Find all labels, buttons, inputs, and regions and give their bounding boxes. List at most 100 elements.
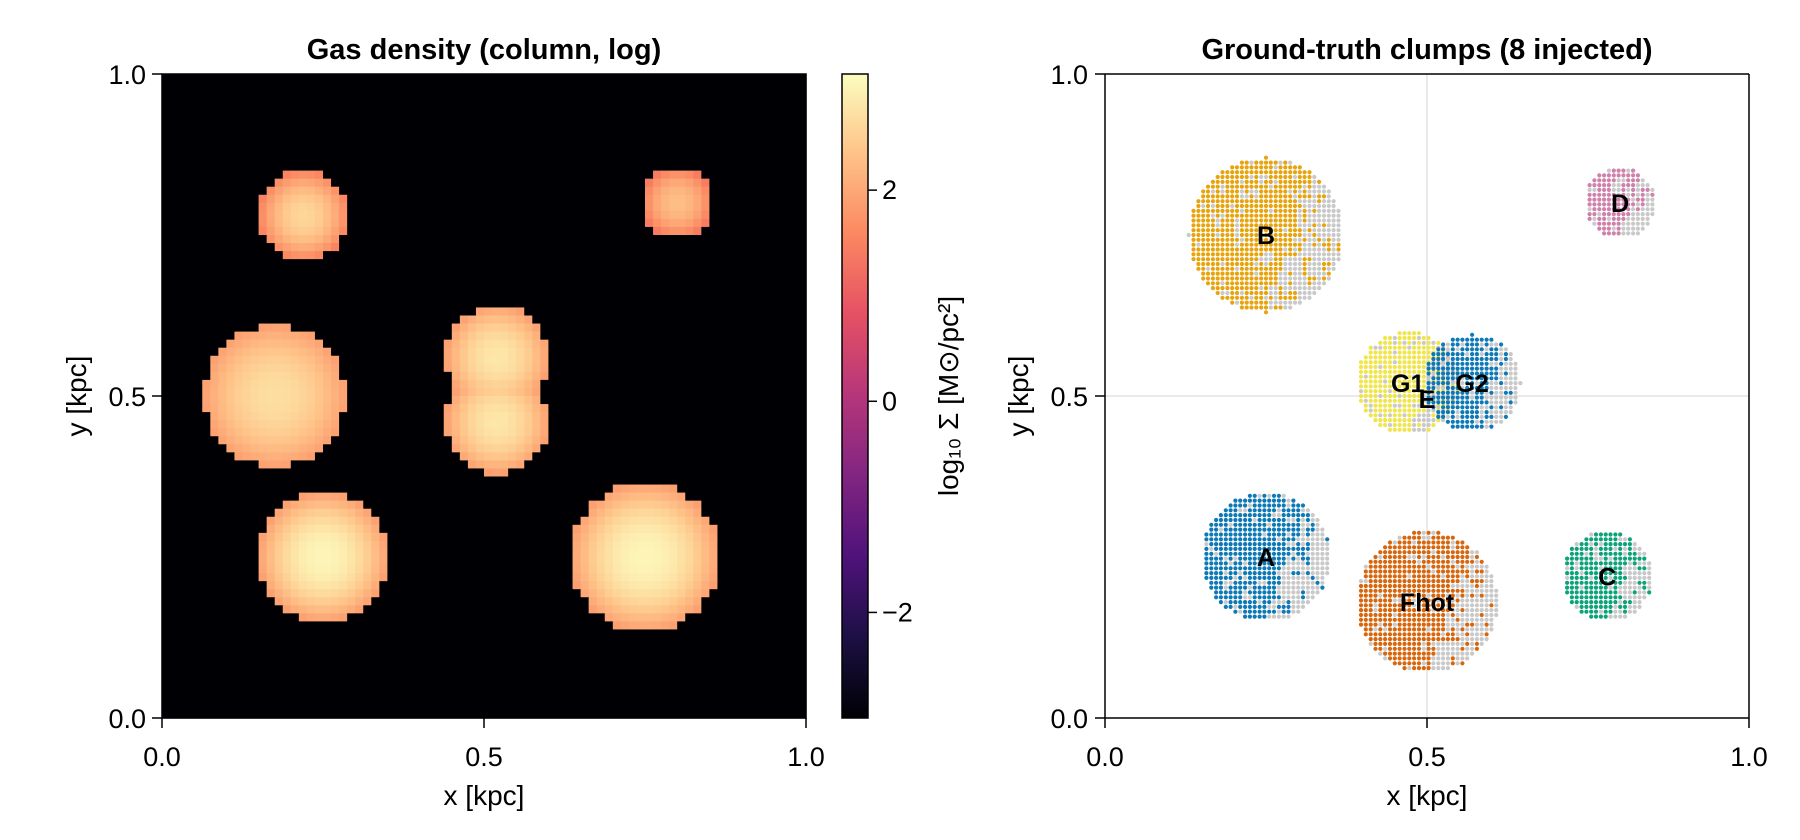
heatmap-cell: [580, 114, 590, 123]
heatmap-cell: [620, 444, 630, 453]
heatmap-cell: [596, 565, 606, 574]
heatmap-cell: [331, 74, 340, 83]
heatmap-cell: [435, 323, 445, 333]
heatmap-cell: [508, 476, 517, 486]
heatmap-cell: [580, 98, 590, 107]
heatmap-cell: [717, 170, 727, 180]
heatmap-cell: [443, 404, 453, 413]
heatmap-cell: [797, 379, 807, 389]
heatmap-cell: [178, 218, 187, 228]
heatmap-cell: [162, 516, 171, 526]
heatmap-cell: [194, 267, 203, 276]
heatmap-cell: [162, 452, 171, 461]
heatmap-cell: [419, 500, 429, 510]
heatmap-cell: [363, 138, 372, 148]
heatmap-cell: [186, 436, 195, 445]
heatmap-cell: [379, 162, 388, 172]
heatmap-cell: [685, 90, 694, 99]
heatmap-cell: [612, 355, 622, 365]
heatmap-cell: [556, 82, 566, 91]
heatmap-cell: [669, 90, 678, 99]
heatmap-cell: [500, 154, 509, 164]
heatmap-cell: [636, 516, 646, 526]
heatmap-cell: [331, 146, 340, 156]
heatmap-cell: [548, 194, 558, 204]
heatmap-cell: [226, 420, 236, 429]
heatmap-cell: [733, 436, 743, 445]
heatmap-cell: [484, 98, 493, 107]
heatmap-cell: [314, 235, 324, 244]
heatmap-cell: [467, 404, 477, 413]
heatmap-cell: [524, 468, 533, 478]
heatmap-cell: [797, 557, 807, 566]
heatmap-cell: [548, 210, 558, 220]
heatmap-cell: [443, 186, 453, 196]
heatmap-cell: [532, 170, 541, 180]
heatmap-cell: [580, 283, 590, 292]
heatmap-cell: [218, 460, 227, 470]
heatmap-cell: [500, 557, 509, 566]
heatmap-cell: [363, 532, 372, 542]
heatmap-cell: [749, 323, 759, 333]
heatmap-cell: [210, 259, 219, 268]
heatmap-cell: [403, 476, 413, 486]
heatmap-cell: [234, 573, 244, 582]
heatmap-cell: [218, 98, 227, 107]
heatmap-cell: [709, 492, 719, 502]
heatmap-cell: [314, 565, 324, 574]
heatmap-cell: [282, 267, 292, 276]
heatmap-cell: [194, 540, 203, 550]
heatmap-cell: [701, 460, 710, 470]
heatmap-cell: [733, 500, 743, 510]
heatmap-cell: [178, 74, 187, 83]
heatmap-cell: [274, 130, 284, 139]
heatmap-cell: [717, 243, 727, 252]
heatmap-cell: [234, 283, 244, 292]
heatmap-cell: [765, 476, 775, 486]
heatmap-cell: [282, 508, 292, 518]
heatmap-cell: [492, 315, 501, 325]
heatmap-cell: [564, 291, 574, 300]
heatmap-cell: [741, 138, 751, 148]
heatmap-cell: [709, 226, 719, 236]
heatmap-cell: [306, 90, 316, 99]
heatmap-cell: [403, 275, 413, 284]
heatmap-cell: [258, 275, 268, 284]
heatmap-cell: [741, 347, 751, 357]
heatmap-cell: [797, 484, 807, 494]
heatmap-cell: [323, 267, 332, 276]
heatmap-cell: [556, 500, 566, 510]
heatmap-cell: [548, 460, 558, 470]
heatmap-cell: [500, 508, 509, 518]
heatmap-cell: [572, 170, 582, 180]
heatmap-cell: [266, 404, 276, 413]
heatmap-cell: [709, 428, 719, 437]
heatmap-cell: [371, 106, 380, 115]
heatmap-cell: [323, 299, 332, 309]
heatmap-cell: [685, 218, 694, 228]
heatmap-cell: [411, 114, 421, 123]
heatmap-cell: [202, 492, 211, 502]
heatmap-cell: [451, 347, 461, 357]
heatmap-cell: [363, 74, 372, 83]
heatmap-cell: [508, 516, 517, 526]
heatmap-cell: [757, 307, 767, 317]
heatmap-cell: [403, 532, 413, 542]
heatmap-cell: [661, 202, 670, 212]
heatmap-cell: [427, 114, 437, 123]
heatmap-cell: [749, 186, 759, 196]
heatmap-cell: [395, 299, 405, 309]
heatmap-cell: [258, 452, 268, 461]
heatmap-cell: [258, 339, 268, 349]
heatmap-cell: [580, 210, 590, 220]
heatmap-cell: [661, 492, 670, 502]
heatmap-cell: [274, 323, 284, 333]
heatmap-cell: [540, 532, 549, 542]
heatmap-cell: [467, 194, 477, 204]
heatmap-cell: [773, 122, 783, 131]
heatmap-cell: [773, 251, 783, 260]
heatmap-cell: [363, 82, 372, 91]
heatmap-cell: [178, 565, 187, 574]
heatmap-cell: [484, 283, 493, 292]
heatmap-cell: [258, 355, 268, 365]
